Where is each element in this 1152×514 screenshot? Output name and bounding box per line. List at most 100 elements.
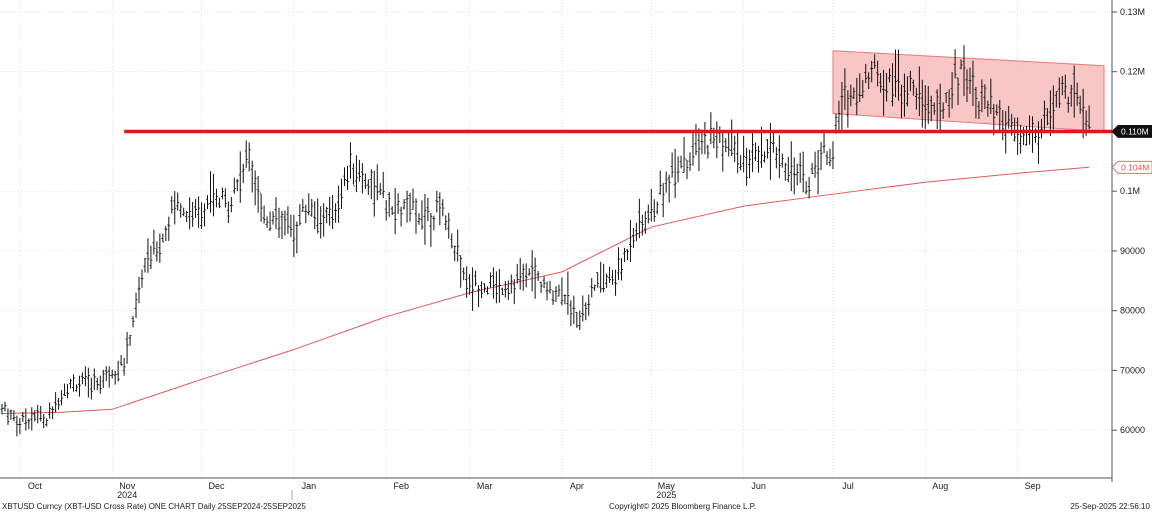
ohlc-bar [113, 370, 117, 385]
ohlc-bar [122, 357, 126, 376]
ohlc-bar [542, 276, 546, 289]
ohlc-bar [611, 269, 615, 285]
ohlc-bar [521, 263, 525, 291]
ohlc-bar [646, 204, 650, 224]
ohlc-bar [256, 176, 260, 213]
ohlc-bar [435, 190, 439, 213]
ohlc-bar [905, 76, 909, 107]
ohlc-bar [232, 177, 236, 194]
ohlc-bar [876, 60, 880, 87]
ohlc-bar [63, 383, 67, 396]
ohlc-bar [1013, 117, 1017, 142]
ohlc-bar [292, 214, 296, 258]
ohlc-bar [83, 366, 87, 387]
ohlc-bar [322, 203, 326, 237]
ohlc-bar [420, 200, 424, 230]
ohlc-bar [125, 331, 129, 364]
ohlc-bar [51, 406, 55, 420]
ohlc-bar [477, 285, 481, 307]
footer-copyright: Copyright© 2025 Bloomberg Finance L.P. [609, 502, 757, 511]
ohlc-bar [652, 199, 656, 222]
ohlc-bar [155, 241, 159, 262]
ohlc-bar [584, 302, 588, 321]
ohlc-bar [140, 269, 144, 288]
ohlc-bar [459, 255, 463, 288]
ohlc-bar [229, 196, 233, 213]
ohlc-bar [405, 190, 409, 223]
ohlc-bar [891, 63, 895, 107]
ohlc-bar [345, 165, 349, 190]
ohlc-bar [965, 69, 969, 103]
y-tick-label: 60000 [1120, 425, 1145, 435]
moving-average-line [1, 166, 1090, 414]
ohlc-bar [888, 68, 892, 83]
ohlc-bar [545, 281, 549, 301]
ohlc-bar [974, 86, 978, 119]
ohlc-bar [560, 277, 564, 306]
ohlc-bar [462, 267, 466, 281]
ohlc-bar [631, 227, 635, 248]
ohlc-bar [786, 156, 790, 183]
ohlc-bar [259, 192, 263, 222]
ohlc-bar [1075, 82, 1079, 106]
ohlc-bar [1048, 90, 1052, 137]
ohlc-bar [393, 187, 397, 235]
ohlc-bar [503, 281, 507, 298]
ohlc-bar [39, 405, 43, 422]
y-tick-label: 70000 [1120, 365, 1145, 375]
ohlc-bar [637, 198, 641, 239]
ohlc-bar [605, 273, 609, 288]
ohlc-bar [80, 372, 84, 385]
ohlc-bar [48, 402, 52, 419]
ohlc-bar [3, 401, 7, 412]
ohlc-bar [655, 201, 659, 215]
ohlc-bar [1001, 110, 1005, 141]
ohlc-bar [527, 268, 531, 276]
ohlc-bar [625, 249, 629, 261]
ohlc-bar [813, 151, 817, 178]
ohlc-bar [429, 212, 433, 247]
ohlc-bar [902, 73, 906, 117]
ohlc-bar [682, 136, 686, 174]
ohlc-bar [962, 45, 966, 97]
y-axis-ticks: 0.13M 0.12M 0.1M 90000 80000 70000 60000 [1112, 7, 1145, 435]
ohlc-bar [214, 188, 218, 208]
ohlc-bar [42, 413, 46, 429]
ohlc-bar [170, 196, 174, 214]
ohlc-bar [783, 162, 787, 181]
ohlc-bar [396, 193, 400, 215]
ohlc-bar [810, 162, 814, 175]
ohlc-bar [932, 102, 936, 115]
ohlc-bar [74, 384, 78, 392]
ohlc-bar [316, 198, 320, 234]
ohlc-bar [733, 135, 737, 163]
ohlc-bar [754, 142, 758, 161]
ohlc-bar [673, 148, 677, 198]
ohlc-bar [700, 129, 704, 155]
ohlc-bar [923, 85, 927, 129]
ohlc-bar [280, 210, 284, 240]
ohlc-bar [989, 78, 993, 114]
year-label: 2025 [656, 490, 676, 500]
ohlc-bar [351, 163, 355, 187]
ohlc-bar [1063, 74, 1067, 99]
ohlc-bar [12, 410, 16, 422]
ohlc-bar [530, 250, 534, 292]
ohlc-bar [366, 179, 370, 196]
ohlc-bar [873, 54, 877, 69]
x-tick-label: Mar [477, 481, 493, 491]
x-tick-label: Dec [209, 481, 226, 491]
y-tick-label: 80000 [1120, 306, 1145, 316]
x-axis-ticks: Oct Nov Dec Jan Feb Mar Apr May Jun Jul Aug Sep 2024… [28, 481, 1041, 500]
ohlc-bar [399, 206, 403, 227]
ohlc-bar [938, 83, 942, 133]
ohlc-bar [480, 281, 484, 299]
ohlc-bar [423, 193, 427, 245]
ohlc-bar [137, 276, 141, 304]
ohlc-bar [867, 72, 871, 90]
ohlc-bar [709, 112, 713, 145]
ohlc-bar [328, 196, 332, 226]
ohlc-bar [801, 151, 805, 193]
ohlc-bar [727, 132, 731, 157]
